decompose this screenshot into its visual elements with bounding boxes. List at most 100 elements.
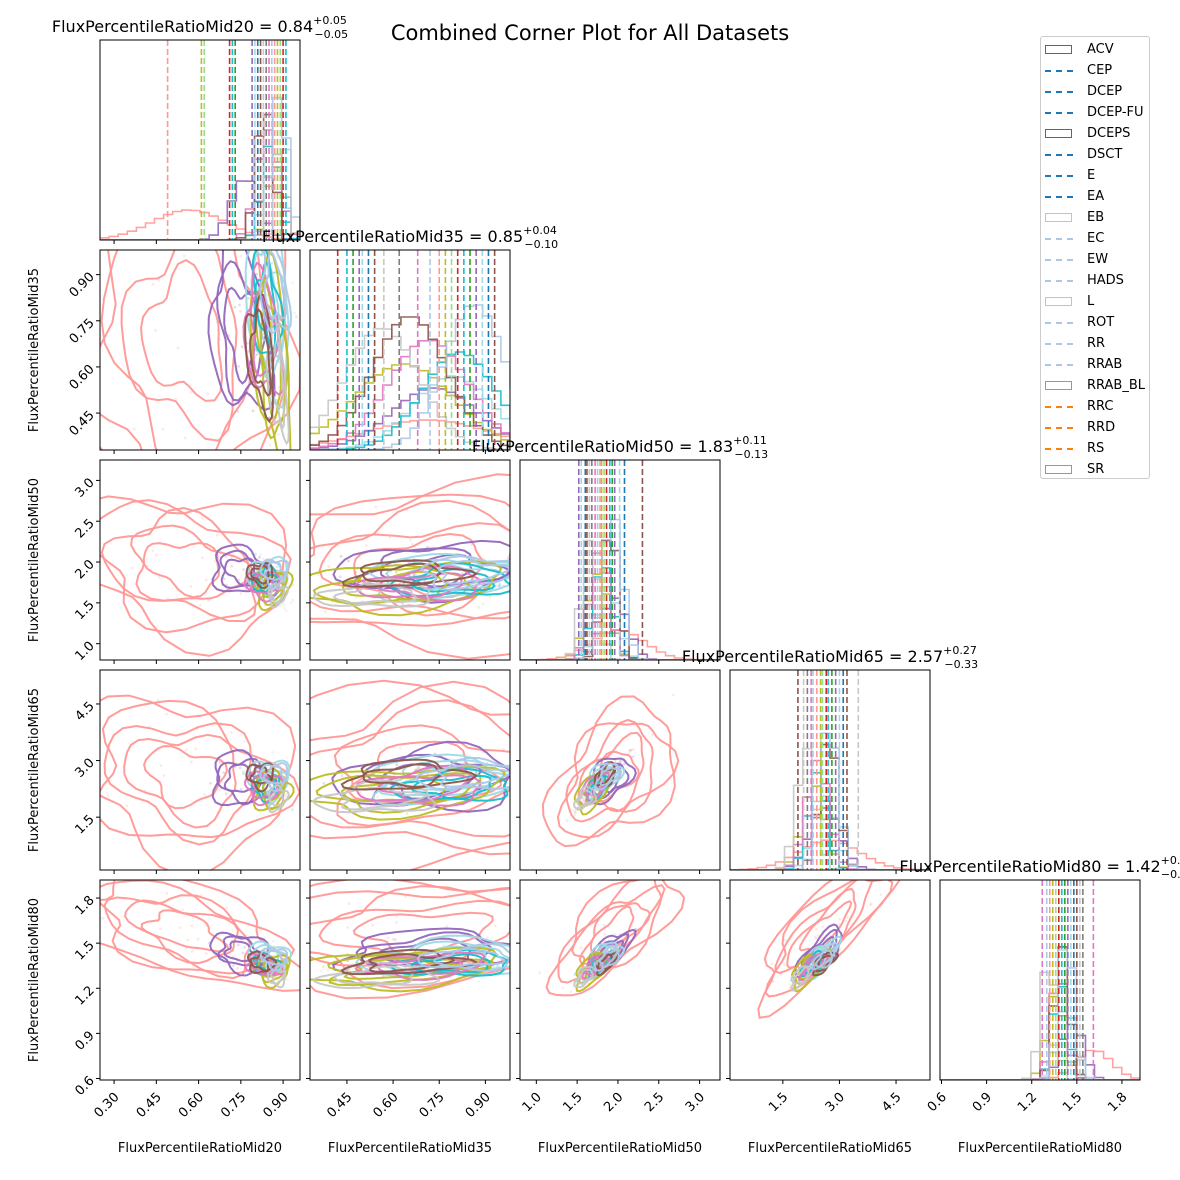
scatter-point bbox=[290, 808, 294, 812]
panel-frame bbox=[309, 459, 511, 661]
contour-8-2 bbox=[259, 947, 288, 972]
scatter-point bbox=[602, 923, 606, 927]
scatter-point bbox=[238, 303, 241, 307]
contour-0-3 bbox=[774, 880, 874, 979]
contour-0-5 bbox=[100, 880, 300, 992]
contour-0-4 bbox=[100, 499, 292, 634]
legend: ACV CEP DCEP DCEP-FU DCEPS DSCT E EA EB EC EW HADS L… bbox=[1040, 36, 1150, 479]
corner-panels: 0.45 0.60 0.75 0.90 1.0 1.5 2.0 2.5 3.0 1.5 3.0 4.5… bbox=[27, 14, 1180, 1156]
scatter-point bbox=[295, 315, 298, 319]
histogram-7 bbox=[940, 946, 1140, 1080]
scatter-point bbox=[347, 902, 351, 905]
histogram-6 bbox=[310, 327, 510, 450]
scatter-point bbox=[603, 932, 607, 936]
panel-frame bbox=[99, 249, 301, 451]
y-tick-label: 0.9 bbox=[72, 1028, 97, 1053]
scatter-point bbox=[189, 585, 193, 588]
legend-label: ACV bbox=[1087, 42, 1114, 57]
scatter-point bbox=[559, 789, 562, 792]
contour-8-1 bbox=[437, 559, 510, 585]
scatter-point bbox=[267, 787, 270, 790]
scatter-point bbox=[91, 886, 94, 889]
scatter-point bbox=[813, 935, 817, 939]
legend-marker bbox=[1045, 426, 1073, 429]
y-tick-label: 1.0 bbox=[72, 639, 97, 664]
contour-8-2 bbox=[811, 943, 836, 971]
legend-label: RRAB bbox=[1087, 357, 1123, 372]
panel-1-0-plot-area bbox=[100, 250, 300, 450]
diagonal-title-1: FluxPercentileRatioMid35 = 0.85+0.04 −0.1… bbox=[262, 224, 558, 251]
scatter-point bbox=[230, 564, 234, 568]
panel-3-2 bbox=[516, 669, 721, 874]
scatter-point bbox=[238, 766, 242, 770]
scatter-point bbox=[229, 731, 233, 734]
scatter-point bbox=[236, 943, 240, 947]
scatter-point bbox=[506, 557, 510, 560]
legend-item-dsct: DSCT bbox=[1045, 144, 1149, 165]
scatter-point bbox=[93, 890, 96, 893]
legend-marker bbox=[1045, 129, 1072, 138]
scatter-point bbox=[247, 296, 250, 300]
legend-handle bbox=[1045, 87, 1075, 97]
panel-frame bbox=[99, 459, 301, 661]
scatter-point bbox=[517, 577, 520, 580]
scatter-point bbox=[354, 596, 358, 599]
contour-8-2 bbox=[594, 762, 623, 791]
scatter-point bbox=[213, 559, 217, 563]
contour-6-2 bbox=[572, 785, 598, 811]
legend-item-e: E bbox=[1045, 165, 1149, 186]
legend-marker bbox=[1045, 465, 1072, 474]
scatter-point bbox=[581, 799, 585, 803]
scatter-point bbox=[132, 427, 136, 431]
scatter-point bbox=[222, 771, 225, 775]
scatter-point bbox=[481, 776, 484, 780]
scatter-point bbox=[445, 924, 449, 928]
scatter-point bbox=[162, 774, 166, 777]
y-tick-label: 0.6 bbox=[72, 1074, 97, 1099]
scatter-point bbox=[209, 781, 212, 785]
x-tick-label: 0.9 bbox=[970, 1090, 995, 1115]
scatter-point bbox=[246, 341, 249, 345]
panel-4-0: 0.30 0.45 0.60 0.75 0.90 0.6 0.9 1.2 1.5 1.8 bbox=[72, 879, 301, 1121]
panel-2-1-plot-area bbox=[310, 473, 520, 660]
scatter-point bbox=[151, 549, 155, 553]
scatter-point bbox=[183, 436, 187, 440]
scatter-point bbox=[497, 964, 500, 968]
contour-1-3 bbox=[331, 740, 510, 813]
scatter-point bbox=[846, 916, 849, 919]
panel-0-0-plot-area bbox=[100, 40, 300, 240]
scatter-point bbox=[565, 819, 569, 823]
scatter-point bbox=[405, 812, 409, 815]
panel-frame bbox=[99, 669, 301, 871]
legend-item-dcep: DCEP bbox=[1045, 81, 1149, 102]
panel-frame bbox=[519, 459, 721, 661]
x-tick-label: 1.5 bbox=[560, 1090, 585, 1115]
contour-7-2 bbox=[340, 948, 478, 976]
panel-0-0 bbox=[99, 39, 301, 244]
panel-2-0: 1.0 1.5 2.0 2.5 3.0 bbox=[72, 459, 301, 664]
panel-1-0: 0.45 0.60 0.75 0.90 bbox=[67, 249, 301, 454]
legend-handle bbox=[1045, 381, 1075, 391]
scatter-point bbox=[275, 565, 279, 569]
scatter-point bbox=[870, 902, 873, 906]
scatter-point bbox=[246, 350, 250, 353]
scatter-point bbox=[291, 584, 295, 587]
contour-5-2 bbox=[354, 951, 486, 982]
panel-3-1 bbox=[306, 669, 562, 874]
contour-5-2 bbox=[242, 261, 286, 396]
scatter-point bbox=[879, 893, 883, 896]
contour-0-1 bbox=[798, 900, 853, 959]
contour-5-2 bbox=[243, 770, 284, 807]
scatter-point bbox=[158, 927, 162, 931]
contour-8-1 bbox=[433, 947, 506, 968]
scatter-point bbox=[224, 555, 228, 558]
legend-item-rrc: RRC bbox=[1045, 396, 1149, 417]
contour-0-4 bbox=[310, 680, 510, 856]
legend-item-rot: ROT bbox=[1045, 312, 1149, 333]
contour-8-1 bbox=[598, 948, 619, 969]
panel-frame bbox=[99, 879, 301, 1081]
contour-7-1 bbox=[249, 953, 270, 972]
scatter-point bbox=[631, 755, 635, 759]
contour-6-2 bbox=[267, 582, 290, 609]
contour-0-5 bbox=[757, 880, 901, 1019]
